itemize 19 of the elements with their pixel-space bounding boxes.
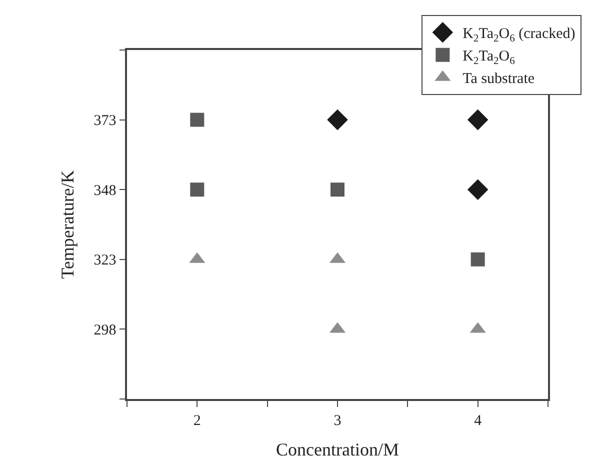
x-axis-title: Concentration/M — [276, 439, 399, 460]
point — [470, 252, 485, 266]
y-tick-label: 298 — [94, 322, 116, 338]
legend-label: K$_{2}$Ta$_{2}$O$_{6}$ (cracked) — [462, 26, 576, 44]
point — [330, 182, 344, 197]
point — [190, 182, 204, 197]
point — [190, 112, 204, 127]
y-tick-label: 323 — [94, 252, 116, 269]
y-tick-label: 373 — [94, 113, 116, 130]
y-axis-title: Temperature/K — [57, 170, 78, 279]
point — [327, 109, 348, 130]
y-tick-label: 348 — [94, 182, 116, 199]
x-tick-label: 4 — [474, 412, 482, 429]
legend-label: Ta substrate — [462, 71, 535, 88]
point — [467, 179, 488, 200]
x-tick-label: 2 — [193, 412, 201, 429]
legend-label: K$_{2}$Ta$_{2}$O$_{6}$ — [462, 48, 515, 67]
point — [467, 109, 488, 130]
x-tick-label: 3 — [334, 412, 342, 429]
